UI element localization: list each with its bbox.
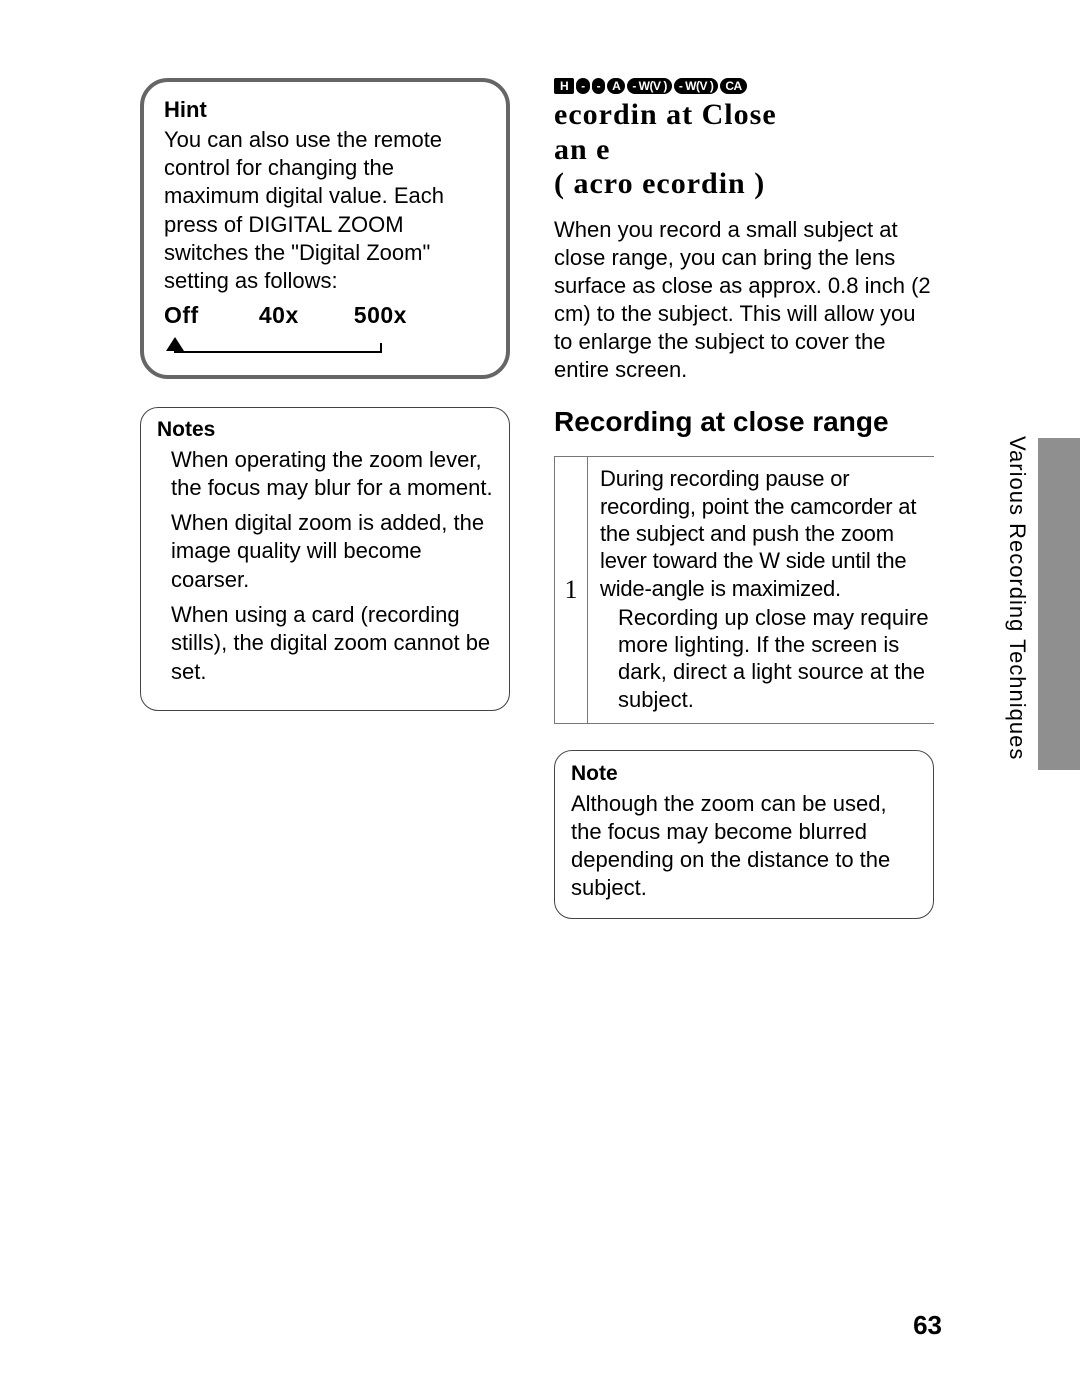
right-column: H - - A - W(V ) - W(V ) CA ecordin at Cl… xyxy=(554,78,934,919)
step-number: 1 xyxy=(565,575,578,605)
page-number: 63 xyxy=(913,1310,942,1341)
note-box: Note Although the zoom can be used, the … xyxy=(554,750,934,920)
heading-line: an e xyxy=(554,133,611,166)
hint-title: Hint xyxy=(164,96,486,124)
model-badge: - xyxy=(576,78,590,94)
model-badge: A xyxy=(607,78,625,94)
notes-title: Notes xyxy=(157,418,493,442)
model-badge: - xyxy=(592,78,606,94)
model-badge: - W(V ) xyxy=(674,78,719,94)
zoom-level-off: Off xyxy=(164,301,252,330)
side-section-label: Various Recording Techniques xyxy=(1004,436,1030,760)
arrow-tick xyxy=(380,343,382,353)
section-heading: ecordin at Close an e ( acro ecordin ) xyxy=(554,98,934,202)
zoom-cycle-arrow xyxy=(164,333,486,357)
model-badge-row: H - - A - W(V ) - W(V ) CA xyxy=(554,78,934,94)
subsection-heading: Recording at close range xyxy=(554,406,934,438)
two-column-layout: Hint You can also use the remote control… xyxy=(140,78,948,919)
notes-list: When operating the zoom lever, the focus… xyxy=(157,446,493,687)
note-item: When digital zoom is added, the image qu… xyxy=(171,509,493,595)
step-main-text: During recording pause or recording, poi… xyxy=(600,465,930,601)
model-badge: - W(V ) xyxy=(627,78,672,94)
side-tab xyxy=(1038,438,1080,770)
left-column: Hint You can also use the remote control… xyxy=(140,78,510,919)
note-body: Although the zoom can be used, the focus… xyxy=(571,790,917,903)
heading-line: ecordin at Close xyxy=(554,98,777,131)
arrow-up-icon xyxy=(166,337,184,351)
heading-line: ( acro ecordin ) xyxy=(554,167,765,200)
step-sub-text: Recording up close may require more ligh… xyxy=(600,604,930,713)
hint-box: Hint You can also use the remote control… xyxy=(140,78,510,379)
model-badge: CA xyxy=(720,78,746,94)
hint-body: You can also use the remote control for … xyxy=(164,126,486,295)
zoom-level-40x: 40x xyxy=(259,301,347,330)
intro-paragraph: When you record a small subject at close… xyxy=(554,216,934,385)
step-number-cell: 1 xyxy=(554,457,588,722)
arrow-hline xyxy=(174,351,380,353)
note-title: Note xyxy=(571,761,917,788)
step-block: 1 During recording pause or recording, p… xyxy=(554,456,934,723)
model-badge: H xyxy=(554,78,574,94)
manual-page: Hint You can also use the remote control… xyxy=(0,0,1080,1397)
zoom-levels-row: Off 40x 500x xyxy=(164,301,486,330)
notes-box: Notes When operating the zoom lever, the… xyxy=(140,407,510,712)
step-body: During recording pause or recording, poi… xyxy=(588,457,934,722)
note-item: When using a card (recording stills), th… xyxy=(171,601,493,687)
zoom-level-500x: 500x xyxy=(354,301,424,330)
note-item: When operating the zoom lever, the focus… xyxy=(171,446,493,503)
